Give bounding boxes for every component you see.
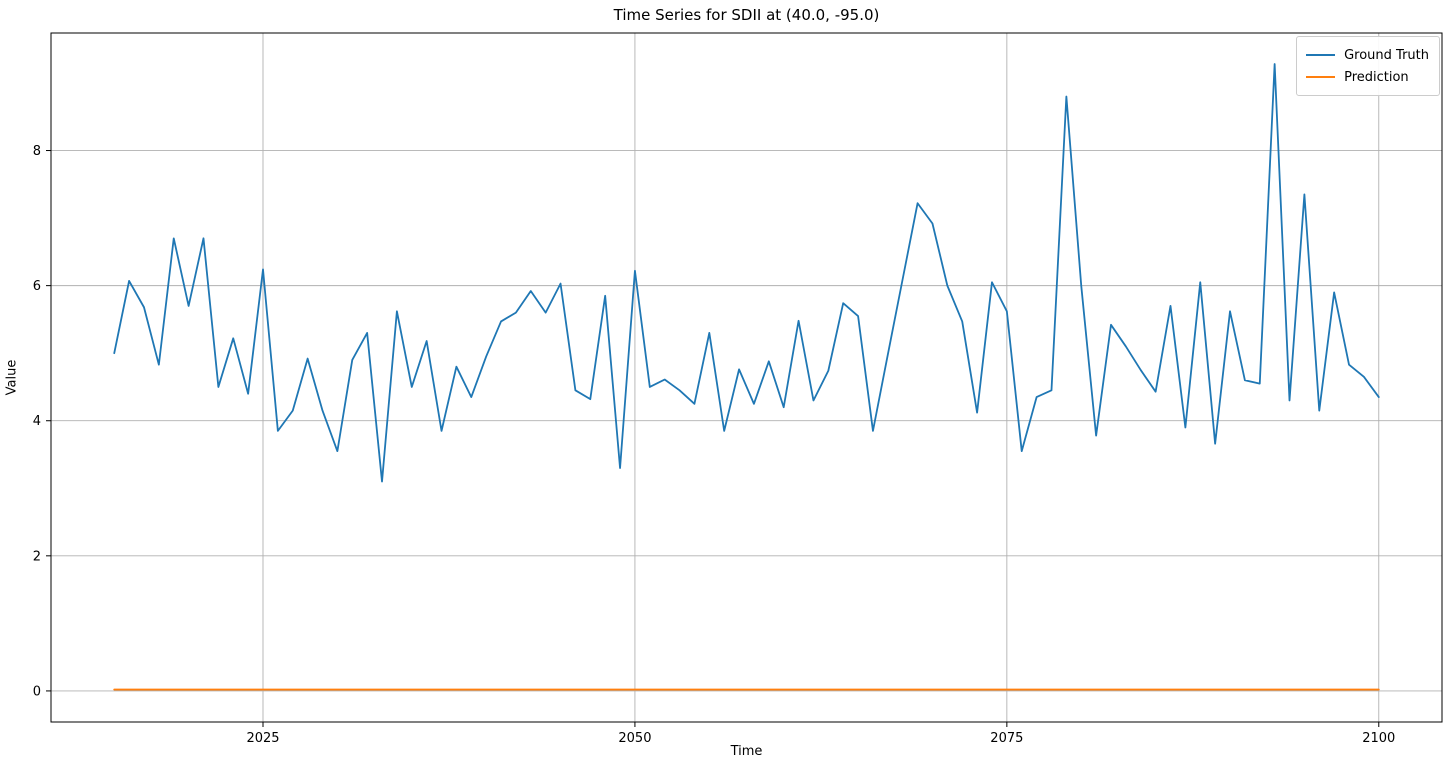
y-tick-label: 2 [33, 549, 41, 564]
y-tick-label: 6 [33, 279, 41, 294]
x-tick-label: 2075 [990, 731, 1023, 746]
x-axis-label: Time [730, 744, 763, 759]
y-tick-label: 4 [33, 414, 41, 429]
x-tick-label: 2100 [1362, 731, 1395, 746]
y-axis-label: Value [4, 359, 20, 396]
ground-truth-line-swatch [1306, 54, 1336, 56]
legend: Ground Truth Prediction [1296, 36, 1440, 96]
axes-frame [50, 32, 1443, 723]
legend-label-prediction: Prediction [1344, 69, 1409, 85]
legend-item-ground-truth: Ground Truth [1306, 44, 1429, 66]
prediction-line-swatch [1306, 76, 1336, 78]
legend-label-ground-truth: Ground Truth [1344, 47, 1429, 63]
x-tick-label: 2025 [246, 731, 279, 746]
y-tick-label: 8 [33, 144, 41, 159]
legend-item-prediction: Prediction [1306, 66, 1429, 88]
y-tick-label: 0 [33, 684, 41, 699]
series-line-ground-truth [113, 63, 1380, 483]
chart-title: Time Series for SDII at (40.0, -95.0) [613, 6, 880, 24]
x-tick-label: 2050 [618, 731, 651, 746]
